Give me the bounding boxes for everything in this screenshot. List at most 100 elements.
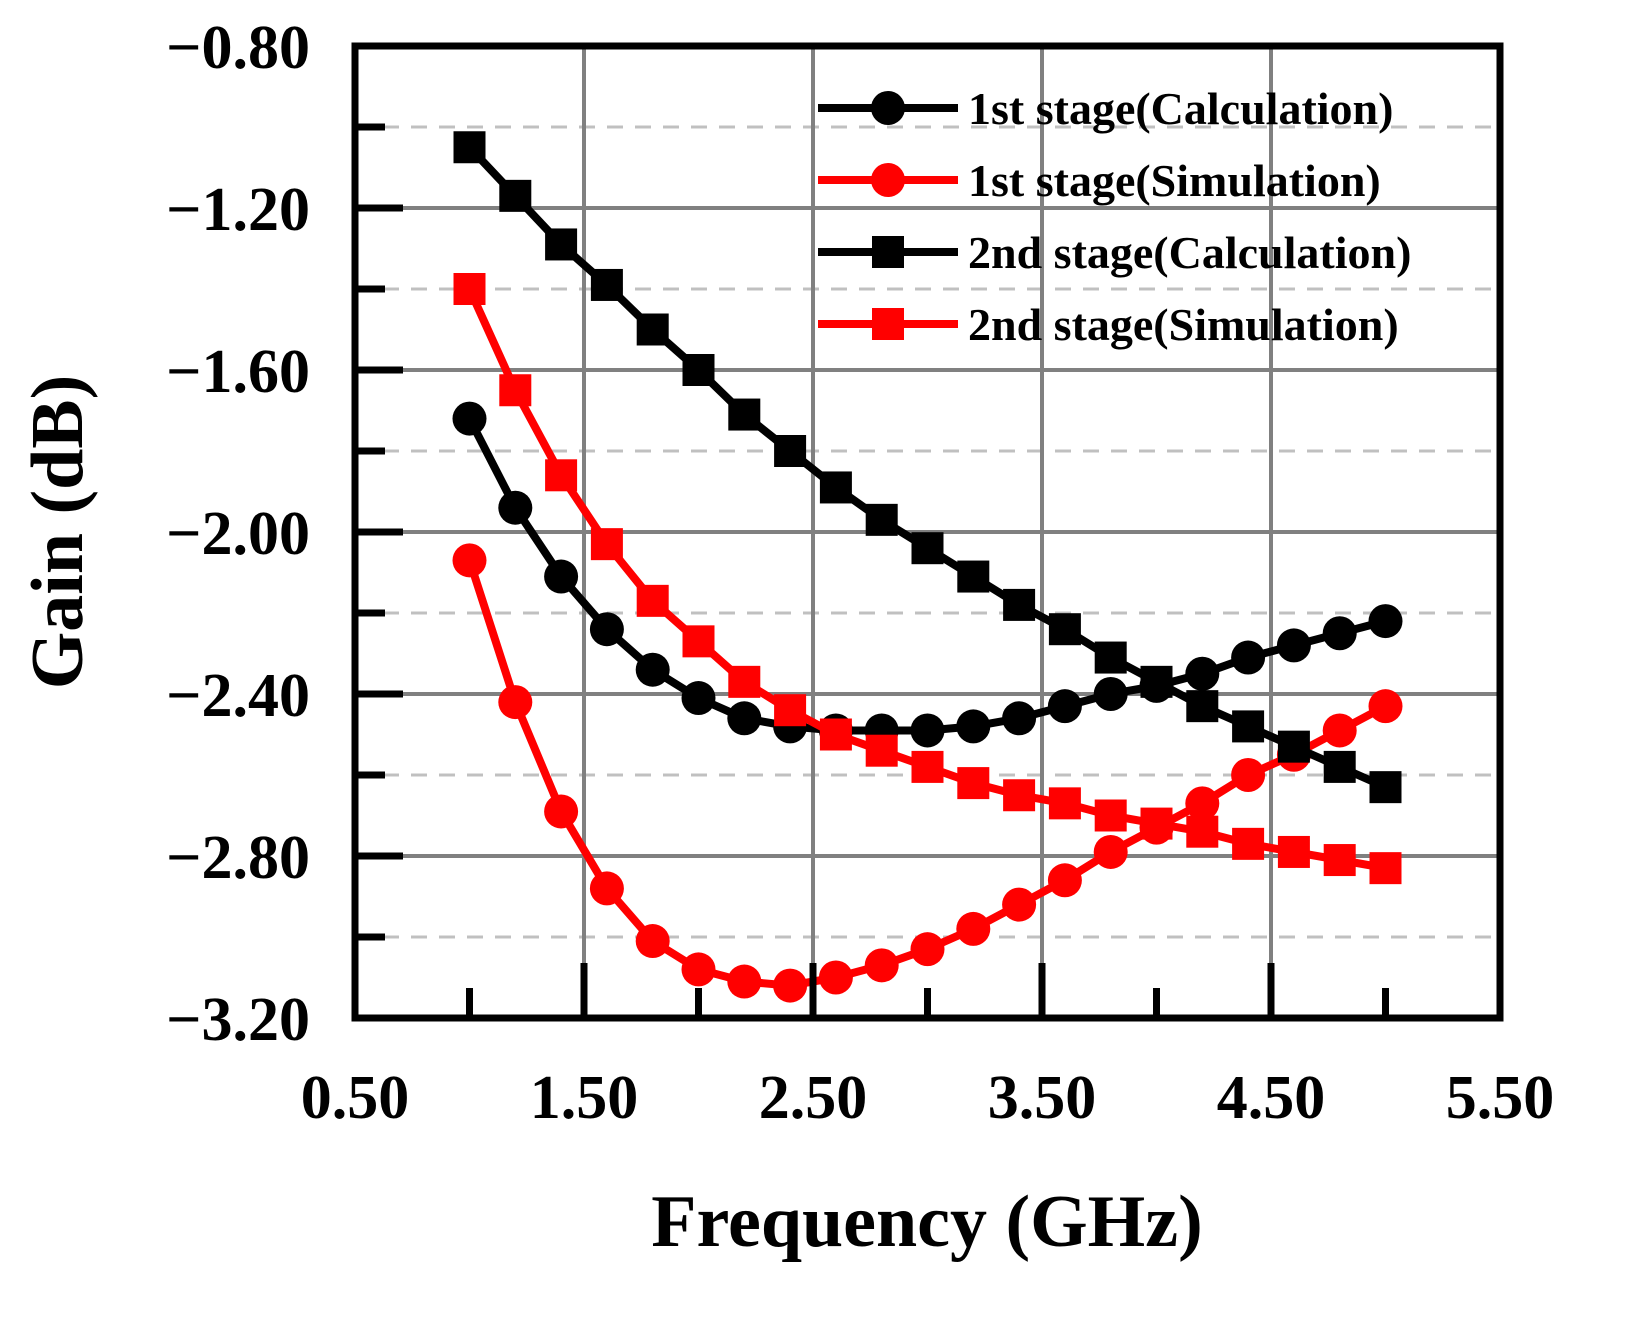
data-point-square (819, 471, 852, 504)
data-point-square (1232, 710, 1265, 743)
data-point-square (545, 459, 578, 492)
data-point-circle (864, 948, 899, 983)
data-point-circle (452, 401, 487, 436)
data-point-circle (589, 871, 624, 906)
legend-marker (871, 91, 905, 125)
data-point-square (1186, 815, 1219, 848)
y-tick-label: −1.20 (166, 176, 310, 244)
legend: 1st stage(Calculation) 1st stage(Simulati… (818, 83, 1411, 350)
data-point-circle (956, 911, 991, 946)
data-point-circle (1368, 604, 1403, 639)
data-point-circle (681, 681, 716, 716)
x-tick-label: 4.50 (1217, 1064, 1326, 1132)
legend-item: 2nd stage(Calculation) (818, 227, 1411, 278)
data-point-circle (727, 964, 762, 999)
data-point-square (1277, 730, 1310, 763)
data-point-circle (1231, 758, 1266, 792)
series-line (465, 416, 1387, 735)
data-point-square (957, 560, 990, 593)
x-tick-label: 5.50 (1446, 1064, 1555, 1132)
data-point-circle (1002, 701, 1037, 736)
data-point-square (499, 179, 532, 212)
data-point-square (774, 435, 807, 467)
data-point-square (499, 374, 532, 407)
legend-marker (872, 236, 904, 268)
legend-marker (872, 308, 904, 340)
data-point-circle (1093, 677, 1128, 711)
y-tick-label: −2.80 (166, 824, 310, 892)
series-layer (452, 131, 1403, 1003)
data-point-circle (635, 652, 670, 687)
legend-item: 2nd stage(Simulation) (818, 299, 1399, 350)
data-point-square (1369, 852, 1402, 885)
data-point-circle (498, 490, 533, 525)
legend-item: 1st stage(Calculation) (818, 83, 1393, 134)
series-4 (453, 273, 1402, 885)
data-point-circle (1368, 689, 1403, 724)
data-point-square (1048, 613, 1081, 646)
series-1 (452, 401, 1403, 748)
data-point-circle (910, 713, 945, 748)
data-point-square (911, 750, 944, 783)
x-tick-label: 3.50 (988, 1064, 1097, 1132)
data-point-square (636, 584, 669, 617)
x-axis-title: Frequency (GHz) (651, 1181, 1202, 1263)
data-point-square (453, 273, 486, 305)
legend-label: 1st stage(Calculation) (968, 83, 1393, 134)
data-point-square (911, 532, 944, 565)
data-point-circle (773, 968, 808, 1003)
data-point-circle (1322, 616, 1357, 651)
data-point-circle (635, 924, 670, 959)
data-point-circle (956, 709, 991, 744)
legend-item: 1st stage(Simulation) (818, 155, 1381, 206)
y-tick-label: −3.20 (166, 986, 310, 1054)
y-axis-title: Gain (dB) (17, 375, 99, 690)
data-point-circle (1231, 640, 1266, 675)
x-tick-label: 1.50 (530, 1064, 639, 1132)
data-point-square (865, 503, 898, 536)
data-point-square (1094, 799, 1127, 832)
data-point-circle (818, 960, 853, 995)
data-point-square (1277, 835, 1310, 868)
data-point-square (1323, 844, 1356, 877)
data-point-circle (1276, 628, 1311, 663)
data-point-square (636, 313, 669, 346)
data-point-circle (1185, 786, 1220, 821)
data-point-square (1003, 779, 1036, 812)
y-tick-label: −0.80 (166, 14, 310, 82)
data-point-square (682, 354, 715, 386)
data-point-circle (910, 932, 945, 967)
data-point-square (728, 665, 761, 698)
data-point-square (1140, 807, 1173, 840)
data-point-circle (1093, 834, 1128, 869)
data-point-square (590, 268, 623, 301)
data-point-square (1186, 690, 1219, 723)
data-point-square (1003, 588, 1036, 621)
data-point-square (774, 694, 807, 727)
data-point-circle (544, 794, 579, 829)
data-point-square (819, 718, 852, 751)
data-point-circle (1047, 863, 1082, 898)
y-tick-label: −2.40 (166, 662, 310, 730)
data-point-square (1140, 665, 1173, 698)
data-point-square (682, 625, 715, 658)
data-point-circle (1002, 887, 1037, 922)
data-point-square (545, 228, 578, 261)
legend-marker (871, 163, 905, 197)
data-point-square (1323, 750, 1356, 783)
data-point-circle (544, 559, 579, 594)
data-point-circle (452, 543, 487, 578)
series-3 (453, 131, 1402, 804)
data-point-circle (727, 701, 762, 736)
x-tick-label: 0.50 (301, 1064, 410, 1132)
legend-label: 1st stage(Simulation) (968, 155, 1381, 206)
data-point-square (728, 398, 761, 431)
data-point-square (1369, 771, 1402, 804)
data-point-square (1048, 787, 1081, 820)
data-point-square (590, 528, 623, 561)
data-point-circle (589, 612, 624, 647)
data-point-square (865, 734, 898, 767)
legend-label: 2nd stage(Simulation) (968, 299, 1399, 350)
data-point-circle (1185, 656, 1220, 691)
